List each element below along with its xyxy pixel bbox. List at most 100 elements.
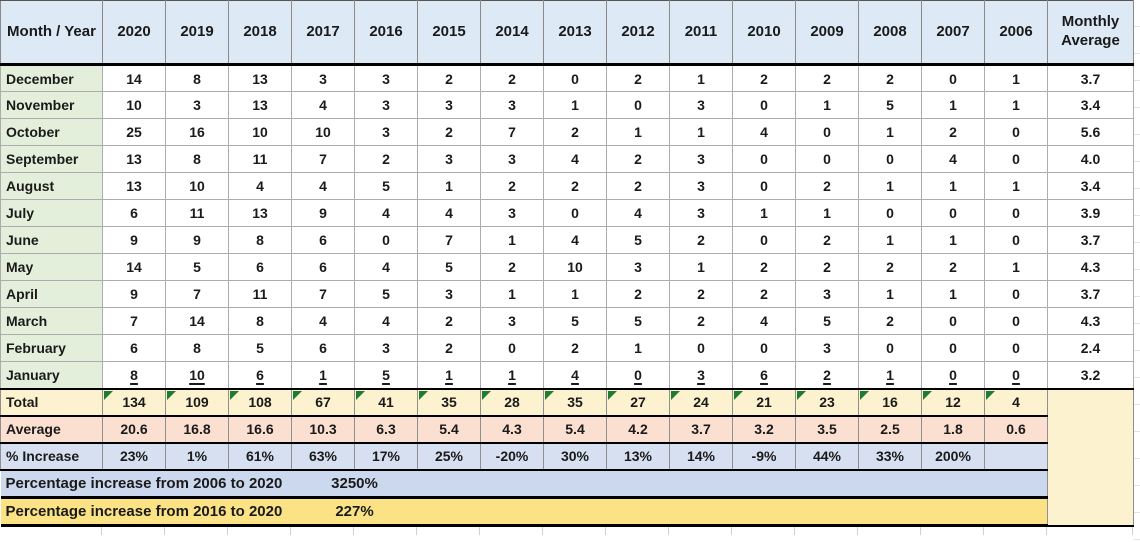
cell-january-monthly-average[interactable]: 3.2 xyxy=(1047,361,1134,389)
cell-february-2017[interactable]: 6 xyxy=(291,334,355,362)
cell-september-2009[interactable]: 0 xyxy=(795,145,859,173)
cell-september-2013[interactable]: 4 xyxy=(543,145,607,173)
cell-december-2010[interactable]: 2 xyxy=(732,64,796,92)
column-header-2015[interactable]: 2015 xyxy=(417,0,481,66)
cell-november-2020[interactable]: 10 xyxy=(102,91,166,119)
cell-december-2011[interactable]: 1 xyxy=(669,64,733,92)
cell-march-2006[interactable]: 0 xyxy=(984,307,1048,335)
cell-june-2019[interactable]: 9 xyxy=(165,226,229,254)
cell-december-2007[interactable]: 0 xyxy=(921,64,985,92)
cell-june-2010[interactable]: 0 xyxy=(732,226,796,254)
summary-value-1[interactable]: 3250% xyxy=(291,469,418,499)
cell-january-2008[interactable]: 1 xyxy=(858,361,922,389)
cell-november-2010[interactable]: 0 xyxy=(732,91,796,119)
cell-august-2015[interactable]: 1 xyxy=(417,172,481,200)
cell-average-2015[interactable]: 5.4 xyxy=(417,415,481,444)
cell-average-2020[interactable]: 20.6 xyxy=(102,415,166,444)
cell-january-2012[interactable]: 0 xyxy=(606,361,670,389)
cell-october-2018[interactable]: 10 xyxy=(228,118,292,146)
cell-january-2011[interactable]: 3 xyxy=(669,361,733,389)
cell-september-2007[interactable]: 4 xyxy=(921,145,985,173)
cell-september-2017[interactable]: 7 xyxy=(291,145,355,173)
cell-june-2015[interactable]: 7 xyxy=(417,226,481,254)
cell-september-2019[interactable]: 8 xyxy=(165,145,229,173)
cell-average-2012[interactable]: 4.2 xyxy=(606,415,670,444)
cell-august-2009[interactable]: 2 xyxy=(795,172,859,200)
cell-pct-increase-2013[interactable]: 30% xyxy=(543,442,607,471)
cell-october-2007[interactable]: 2 xyxy=(921,118,985,146)
cell-july-2008[interactable]: 0 xyxy=(858,199,922,227)
cell-may-2010[interactable]: 2 xyxy=(732,253,796,281)
column-header-2010[interactable]: 2010 xyxy=(732,0,796,66)
cell-june-2012[interactable]: 5 xyxy=(606,226,670,254)
column-header-2006[interactable]: 2006 xyxy=(984,0,1048,66)
cell-february-2020[interactable]: 6 xyxy=(102,334,166,362)
cell-february-2007[interactable]: 0 xyxy=(921,334,985,362)
cell-february-2016[interactable]: 3 xyxy=(354,334,418,362)
cell-march-2016[interactable]: 4 xyxy=(354,307,418,335)
cell-november-2016[interactable]: 3 xyxy=(354,91,418,119)
cell-june-2008[interactable]: 1 xyxy=(858,226,922,254)
cell-july-2014[interactable]: 3 xyxy=(480,199,544,227)
cell-november-2019[interactable]: 3 xyxy=(165,91,229,119)
month-label-december[interactable]: December xyxy=(0,64,103,92)
cell-march-2008[interactable]: 2 xyxy=(858,307,922,335)
cell-december-2012[interactable]: 2 xyxy=(606,64,670,92)
cell-july-2020[interactable]: 6 xyxy=(102,199,166,227)
cell-august-monthly-average[interactable]: 3.4 xyxy=(1047,172,1134,200)
cell-july-2009[interactable]: 1 xyxy=(795,199,859,227)
cell-january-2018[interactable]: 6 xyxy=(228,361,292,389)
column-header-2007[interactable]: 2007 xyxy=(921,0,985,66)
column-header-2019[interactable]: 2019 xyxy=(165,0,229,66)
column-header-2012[interactable]: 2012 xyxy=(606,0,670,66)
cell-december-2015[interactable]: 2 xyxy=(417,64,481,92)
cell-pct-increase-2014[interactable]: -20% xyxy=(480,442,544,471)
cell-august-2018[interactable]: 4 xyxy=(228,172,292,200)
cell-average-2013[interactable]: 5.4 xyxy=(543,415,607,444)
summary-value-2[interactable]: 227% xyxy=(291,497,418,527)
cell-march-2019[interactable]: 14 xyxy=(165,307,229,335)
cell-total-2013[interactable]: 35 xyxy=(543,387,607,417)
cell-september-2008[interactable]: 0 xyxy=(858,145,922,173)
cell-january-2007[interactable]: 0 xyxy=(921,361,985,389)
cell-april-2017[interactable]: 7 xyxy=(291,280,355,308)
column-header-2018[interactable]: 2018 xyxy=(228,0,292,66)
cell-june-2020[interactable]: 9 xyxy=(102,226,166,254)
cell-average-2019[interactable]: 16.8 xyxy=(165,415,229,444)
cell-pct-increase-2018[interactable]: 61% xyxy=(228,442,292,471)
cell-november-2006[interactable]: 1 xyxy=(984,91,1048,119)
cell-total-2009[interactable]: 23 xyxy=(795,387,859,417)
cell-pct-increase-2008[interactable]: 33% xyxy=(858,442,922,471)
cell-august-2013[interactable]: 2 xyxy=(543,172,607,200)
cell-average-2014[interactable]: 4.3 xyxy=(480,415,544,444)
cell-december-2020[interactable]: 14 xyxy=(102,64,166,92)
column-header-2016[interactable]: 2016 xyxy=(354,0,418,66)
cell-march-2018[interactable]: 8 xyxy=(228,307,292,335)
cell-january-2017[interactable]: 1 xyxy=(291,361,355,389)
cell-november-2012[interactable]: 0 xyxy=(606,91,670,119)
cell-may-2008[interactable]: 2 xyxy=(858,253,922,281)
month-label-october[interactable]: October xyxy=(0,118,103,146)
cell-march-2017[interactable]: 4 xyxy=(291,307,355,335)
cell-september-2018[interactable]: 11 xyxy=(228,145,292,173)
cell-april-2019[interactable]: 7 xyxy=(165,280,229,308)
cell-february-2013[interactable]: 2 xyxy=(543,334,607,362)
cell-pct-increase-2017[interactable]: 63% xyxy=(291,442,355,471)
cell-october-2015[interactable]: 2 xyxy=(417,118,481,146)
cell-average-2016[interactable]: 6.3 xyxy=(354,415,418,444)
cell-february-2012[interactable]: 1 xyxy=(606,334,670,362)
cell-november-2011[interactable]: 3 xyxy=(669,91,733,119)
cell-august-2011[interactable]: 3 xyxy=(669,172,733,200)
cell-august-2017[interactable]: 4 xyxy=(291,172,355,200)
cell-total-2011[interactable]: 24 xyxy=(669,387,733,417)
cell-october-2016[interactable]: 3 xyxy=(354,118,418,146)
cell-may-2017[interactable]: 6 xyxy=(291,253,355,281)
cell-march-2009[interactable]: 5 xyxy=(795,307,859,335)
cell-total-2008[interactable]: 16 xyxy=(858,387,922,417)
cell-pct-increase-2009[interactable]: 44% xyxy=(795,442,859,471)
cell-february-2018[interactable]: 5 xyxy=(228,334,292,362)
corner-header-month-year[interactable]: Month / Year xyxy=(0,0,103,66)
cell-february-2006[interactable]: 0 xyxy=(984,334,1048,362)
cell-october-2020[interactable]: 25 xyxy=(102,118,166,146)
cell-september-monthly-average[interactable]: 4.0 xyxy=(1047,145,1134,173)
